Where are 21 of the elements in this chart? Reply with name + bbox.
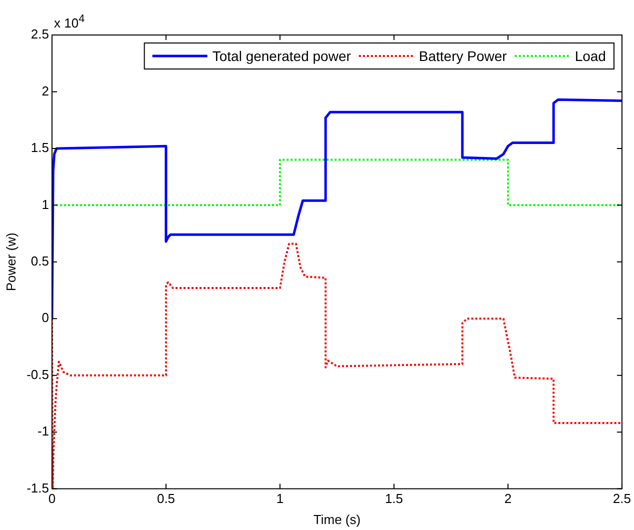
y-tick-label: 0.5 [30,253,49,268]
legend-label: Battery Power [418,48,508,64]
y-tick-label: -0.5 [26,366,49,382]
x-tick-label: 2.5 [612,491,632,506]
y-tick-label: -1 [37,424,49,439]
y-tick-label: -1.5 [26,480,49,496]
x-tick-label: 1.5 [384,491,404,506]
x-tick-label: 2 [504,491,512,506]
y-tick-label: 1.5 [30,140,49,156]
y-axis-title: Power (w) [3,232,18,292]
y-tick-label: 2 [42,83,49,98]
y-tick-label: 0 [42,310,49,326]
x-tick-label: 0.5 [156,491,176,506]
line-series [52,242,622,489]
x-tick-label: 1 [276,491,284,506]
y-tick-label: 2.5 [30,26,49,42]
legend-label: Load [574,48,606,64]
legend-label: Total generated power [212,48,352,64]
y-tick-label: 1 [42,196,49,212]
x-axis-title: Time (s) [313,512,361,527]
text: x 10$^{4}$ [54,13,85,30]
